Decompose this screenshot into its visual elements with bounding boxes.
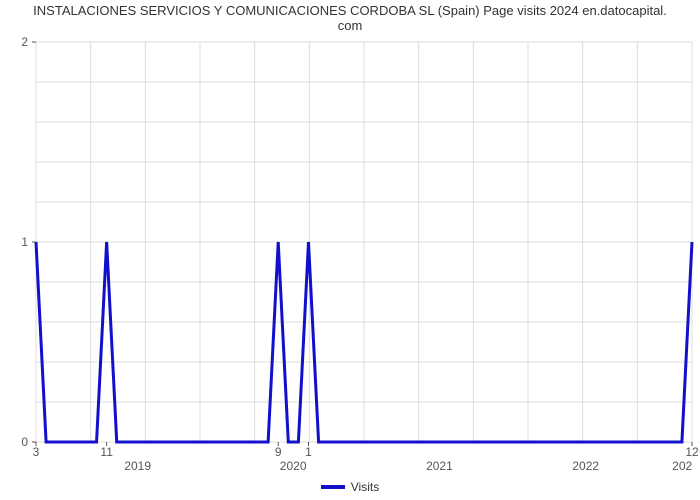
chart-canvas: 01231191122019202020212022202 [0,34,700,476]
visits-chart: INSTALACIONES SERVICIOS Y COMUNICACIONES… [0,0,700,494]
legend-label: Visits [351,480,379,494]
svg-text:2020: 2020 [280,459,307,473]
chart-title-line-2: com [338,18,363,33]
legend: Visits [0,480,700,494]
svg-text:9: 9 [275,445,282,459]
svg-text:1: 1 [21,235,28,249]
svg-text:0: 0 [21,435,28,449]
svg-text:3: 3 [33,445,40,459]
svg-text:2019: 2019 [124,459,151,473]
svg-text:2021: 2021 [426,459,453,473]
svg-text:2022: 2022 [572,459,599,473]
chart-title: INSTALACIONES SERVICIOS Y COMUNICACIONES… [0,0,700,34]
svg-text:202: 202 [672,459,692,473]
legend-swatch [321,485,345,489]
svg-text:1: 1 [305,445,312,459]
svg-text:11: 11 [100,445,113,459]
chart-title-line-1: INSTALACIONES SERVICIOS Y COMUNICACIONES… [33,3,667,18]
svg-text:2: 2 [21,35,28,49]
svg-text:12: 12 [685,445,699,459]
